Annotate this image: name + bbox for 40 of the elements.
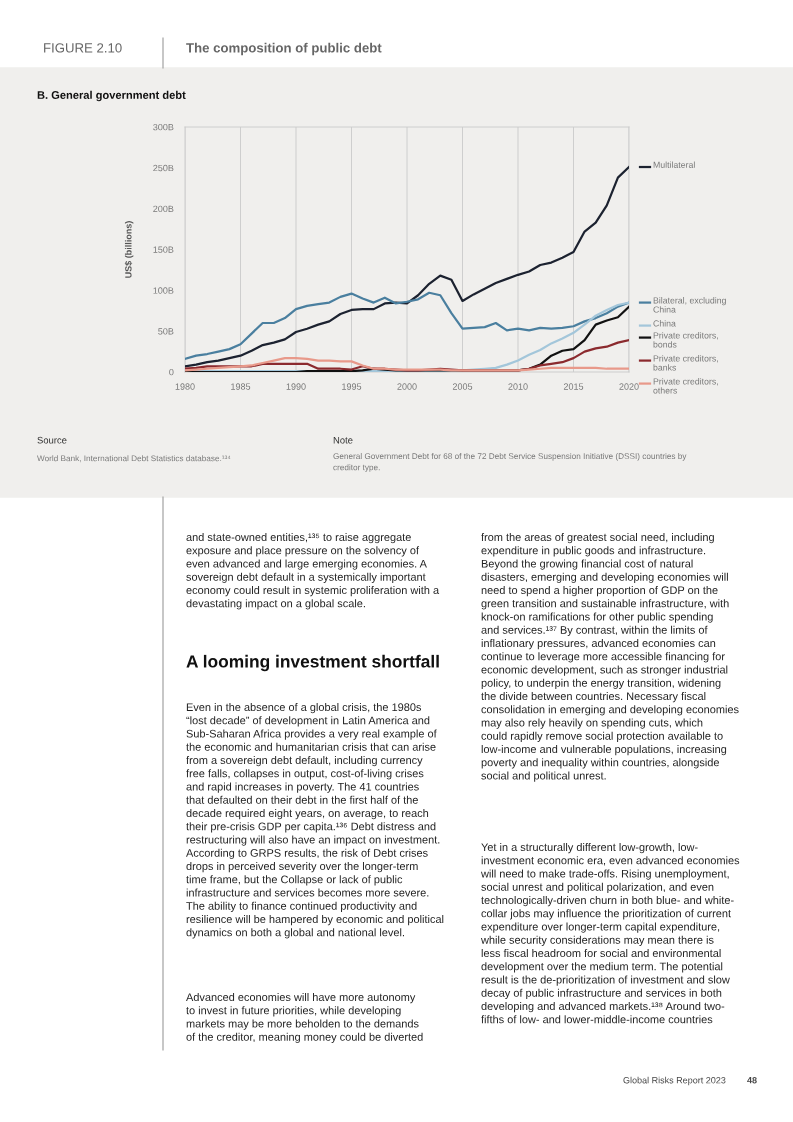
x-tick-label: 1995: [342, 383, 362, 390]
text: General Government Debt for 68 of the 72 Debt Service Suspension Initiative (DSSI) countries by creditor type.: [333, 453, 687, 472]
y-tick-label: 250B: [153, 164, 174, 172]
y-tick-label: 50B: [158, 328, 174, 335]
x-tick-label: 2015: [563, 383, 584, 390]
y-tick-label: 150B: [153, 246, 174, 253]
line-series: [185, 165, 629, 368]
y-tick-label: 200B: [153, 205, 174, 213]
text: from the areas of greatest social need, including expenditure in public goods and infrastructure. Beyond the growing financial cost of natural disasters, emerging and developing economies will need to spend a higher proportion of GDP on the green transition and sustainable infrastructure, with knock-on ramifications for other public spending and services.¹³⁷ By contrast, within the limits of inflationary pressures, advanced economies can continue to leverage more accessible financing for economic development, such as stronger industrial policy, to underpin the energy transition, widening the divide between countries. Necessary fiscal consolidation in emerging and developing economies may also rely heavily on spending cuts, which could rapidly remove social protection available to low-income and vulnerable populations, increasing poverty and inequality within countries, alongside social and political unrest.: [481, 533, 739, 782]
legend-label: Bilateral, excluding China: [653, 297, 726, 313]
text: Global Risks Report 2023: [623, 1076, 726, 1086]
y-axis-title: US$ (billions): [124, 221, 134, 278]
text: Source: [37, 436, 67, 444]
x-tick-label: 2010: [508, 383, 528, 390]
x-tick-label: 1985: [231, 383, 251, 390]
y-tick-label: 300B: [153, 123, 174, 131]
text: World Bank, International Debt Statistics database.¹³⁴: [37, 455, 231, 463]
x-tick-label: 1990: [286, 383, 306, 390]
legend-label: Private creditors, others: [653, 378, 718, 394]
text: 48: [747, 1077, 757, 1084]
text: Yet in a structurally different low-growth, low- investment economic era, even advanced economies will need to make trade-offs. Rising unemployment, social unrest and political polarization, and even technologically-driven churn in both blue- and white- collar jobs may influence the prioritization of current expenditure over longer-term capital expenditure, while security considerations may mean there is less fiscal headroom for social and environmental development over the medium term. The potential result is the de-prioritization of investment and slow decay of public infrastructure and services in both developing and advanced markets.¹³⁸ Around two- fifths of low- and lower-middle-income countries: [480, 843, 740, 1024]
legend-label: Private creditors, banks: [653, 355, 718, 371]
x-tick-label: 2005: [452, 383, 473, 390]
text: Advanced economies will have more autonomy to invest in future priorities, while developing markets may be more beholden to the demands of the creditor, meaning money could be diverted: [186, 993, 423, 1043]
text: Even in the absence of a global crisis, the 1980s “lost decade” of development in Latin America and Sub-Saharan Africa provides a very real example of the economic and humanitarian crisis that can arise from a sovereign debt default, including currency free falls, collapses in output, cost-of-living crises and rapid increases in poverty. The 41 countries that defaulted on their debt in the first half of the decade required eight years, on average, to reach their pre-crisis GDP per capita.¹³⁶ Debt distress and restructuring will also have an impact on investment. According to GRPS results, the risk of Debt crises drops in perceived severity over the longer-term time frame, but the Collapse or lack of public infrastructure and services becomes more severe. The ability to finance continued productivity and resilience will be hampered by economic and political dynamics on both a global and national level.: [186, 703, 444, 939]
y-tick-label: 100B: [153, 287, 174, 294]
line-series: [185, 291, 629, 361]
chart-title: The composition of public debt: [186, 42, 382, 56]
x-tick-label: 2000: [397, 383, 417, 390]
y-tick-label: 0: [169, 368, 174, 376]
chart-subtitle: B. General government debt: [37, 90, 186, 102]
legend-label: Private creditors, bonds: [653, 332, 718, 348]
text: and state-owned entities,¹³⁵ to raise aggregate exposure and place pressure on the solvency of even advanced and large emerging economies. A sovereign debt default in a systemically important economy could result in systemic proliferation with a devastating impact on a global scale.: [186, 533, 440, 610]
caption: FIGURE 2.10: [44, 43, 122, 53]
x-tick-label: 1980: [175, 383, 195, 390]
text: Note: [333, 436, 353, 444]
x-tick-label: 2020: [619, 383, 639, 390]
legend-label: China: [653, 320, 676, 327]
text: A looming investment shortfall: [186, 654, 439, 672]
legend-label: Multilateral: [653, 161, 695, 168]
